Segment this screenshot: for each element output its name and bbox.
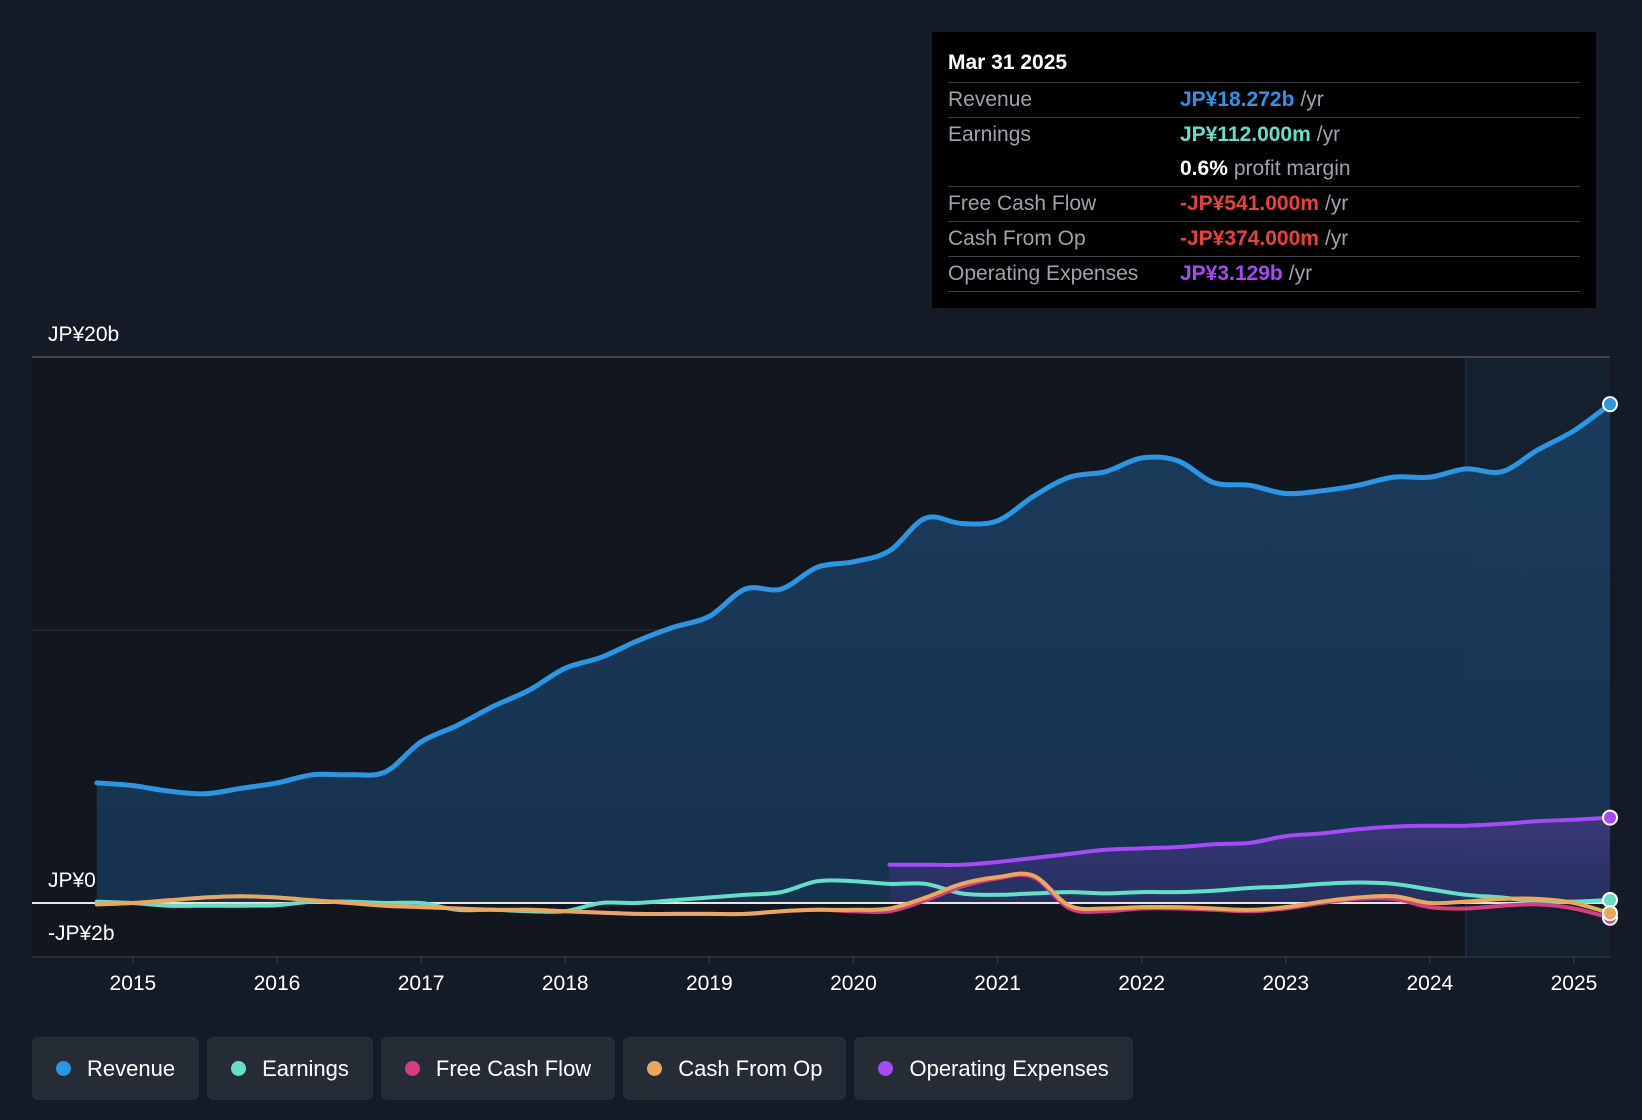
x-axis-label: 2021 — [974, 972, 1021, 995]
tooltip-unit: /yr — [1288, 262, 1313, 285]
tooltip-row-revenue: Revenue JP¥18.272b /yr — [948, 83, 1580, 118]
tooltip-value: -JP¥374.000m — [1180, 227, 1319, 250]
legend-label: Cash From Op — [678, 1055, 823, 1081]
legend-item-operating-expenses[interactable]: Operating Expenses — [854, 1037, 1133, 1100]
tooltip-row-cash-from-op: Cash From Op -JP¥374.000m /yr — [948, 222, 1580, 257]
x-axis-label: 2025 — [1551, 972, 1598, 995]
legend: Revenue Earnings Free Cash Flow Cash Fro… — [32, 1037, 1141, 1100]
legend-dot-icon — [647, 1061, 663, 1076]
legend-item-free-cash-flow[interactable]: Free Cash Flow — [380, 1037, 616, 1100]
x-axis-label: 2019 — [686, 972, 733, 995]
operating-expenses-line — [887, 815, 1612, 867]
tooltip-label: Earnings — [948, 123, 1031, 146]
legend-dot-icon — [231, 1061, 247, 1076]
legend-dot-icon — [878, 1061, 894, 1076]
tooltip-row-free-cash-flow: Free Cash Flow -JP¥541.000m /yr — [948, 187, 1580, 222]
legend-item-earnings[interactable]: Earnings — [207, 1037, 373, 1100]
operating-expenses-end-point — [1602, 809, 1618, 826]
y-axis-label: JP¥20b — [48, 323, 119, 346]
x-axis-label: 2024 — [1407, 972, 1454, 995]
operating-expenses-area — [889, 817, 1610, 903]
x-axis-label: 2016 — [254, 972, 301, 995]
legend-item-cash-from-op[interactable]: Cash From Op — [623, 1037, 847, 1100]
tooltip-unit: /yr — [1300, 88, 1324, 111]
tooltip-row-profit-margin: 0.6% profit margin — [948, 152, 1580, 187]
tooltip-row-earnings: Earnings JP¥112.000m /yr — [948, 118, 1580, 152]
x-axis-label: 2023 — [1262, 972, 1309, 995]
tooltip-label: Free Cash Flow — [948, 192, 1097, 215]
tooltip-label: Revenue — [948, 88, 1033, 111]
x-axis-label: 2020 — [830, 972, 877, 995]
legend-label: Free Cash Flow — [435, 1055, 592, 1081]
legend-dot-icon — [56, 1061, 71, 1076]
x-axis-label: 2022 — [1118, 972, 1165, 995]
tooltip-label: Operating Expenses — [948, 262, 1139, 285]
revenue-line — [94, 401, 1613, 797]
revenue-area — [96, 404, 1610, 903]
x-axis-label: 2015 — [110, 972, 157, 995]
profit-margin-value: 0.6% — [1180, 157, 1228, 180]
earnings-end-point — [1602, 891, 1618, 908]
legend-label: Earnings — [262, 1055, 349, 1081]
x-axis-label: 2017 — [398, 972, 445, 995]
y-axis-label: JP¥0 — [48, 869, 96, 892]
tooltip-value: JP¥3.129b — [1180, 262, 1283, 285]
legend-item-revenue[interactable]: Revenue — [32, 1037, 200, 1100]
profit-margin-label: profit margin — [1233, 157, 1351, 180]
tooltip-date: Mar 31 2025 — [948, 46, 1580, 83]
legend-dot-icon — [404, 1061, 420, 1076]
tooltip-unit: /yr — [1324, 192, 1349, 215]
tooltip-panel: Mar 31 2025 Revenue JP¥18.272b /yr Earni… — [932, 32, 1596, 308]
tooltip-row-operating-expenses: Operating Expenses JP¥3.129b /yr — [948, 257, 1580, 292]
tooltip-label: Cash From Op — [948, 227, 1086, 250]
legend-label: Operating Expenses — [909, 1055, 1109, 1081]
x-axis-label: 2018 — [542, 972, 589, 995]
tooltip-unit: /yr — [1324, 227, 1349, 250]
tooltip-value: -JP¥541.000m — [1180, 192, 1319, 215]
revenue-end-point — [1602, 396, 1618, 413]
legend-label: Revenue — [87, 1055, 176, 1081]
y-axis-label: -JP¥2b — [48, 922, 115, 945]
cash-from-op-line — [94, 871, 1612, 917]
tooltip-unit: /yr — [1316, 123, 1341, 146]
tooltip-value: JP¥112.000m — [1180, 123, 1311, 146]
cash-from-op-end-point — [1602, 905, 1618, 922]
tooltip-value: JP¥18.272b — [1180, 88, 1295, 111]
